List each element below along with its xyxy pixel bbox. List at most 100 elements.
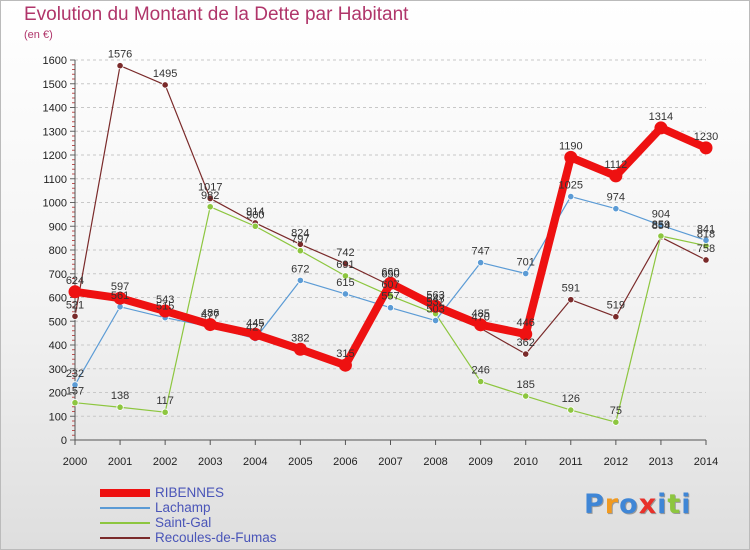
- data-point: [71, 381, 79, 389]
- data-label: 797: [291, 234, 309, 246]
- data-point: [567, 296, 575, 304]
- data-label: 900: [246, 209, 264, 221]
- data-label: 246: [471, 365, 489, 377]
- x-tick-label: 2001: [108, 456, 132, 468]
- data-point: [657, 221, 665, 229]
- data-point: [429, 299, 443, 313]
- legend-label: RIBENNES: [155, 485, 225, 500]
- data-label: 561: [111, 290, 129, 302]
- y-tick-label: 400: [49, 340, 67, 352]
- data-point: [338, 358, 352, 372]
- data-point: [341, 260, 350, 268]
- data-label: 521: [66, 299, 84, 311]
- data-label: 904: [652, 208, 670, 220]
- y-tick-label: 300: [49, 364, 67, 376]
- x-tick-label: 2010: [513, 456, 537, 468]
- data-point: [248, 327, 262, 341]
- data-point: [206, 194, 214, 203]
- y-tick-label: 100: [49, 411, 67, 423]
- x-tick-label: 2000: [63, 456, 87, 468]
- data-label: 672: [291, 263, 309, 275]
- data-label: 650: [381, 269, 399, 281]
- proxiti-logo: Proxiti: [584, 489, 692, 520]
- data-point: [699, 141, 713, 155]
- data-label: 974: [607, 192, 625, 204]
- data-label: 824: [291, 227, 309, 239]
- logo-letter: i: [657, 489, 668, 520]
- data-label: 138: [111, 390, 129, 402]
- data-label: 747: [471, 246, 489, 258]
- data-label: 126: [562, 393, 580, 405]
- data-label: 446: [517, 317, 535, 329]
- data-point: [477, 377, 485, 386]
- data-label: 742: [336, 247, 354, 259]
- data-label: 503: [426, 304, 444, 316]
- data-point: [251, 222, 259, 230]
- data-label: 470: [471, 311, 489, 323]
- data-point: [702, 236, 710, 244]
- data-label: 486: [201, 308, 219, 320]
- legend: RIBENNES Lachamp Saint-Gal Recoules-de-Fuma…: [100, 485, 277, 545]
- y-tick-label: 500: [49, 316, 67, 328]
- legend-label: Recoules-de-Fumas: [155, 530, 277, 545]
- data-point: [522, 392, 530, 400]
- y-tick-label: 1200: [43, 150, 67, 162]
- data-point: [296, 276, 304, 284]
- data-point: [296, 247, 304, 255]
- data-point: [158, 304, 172, 318]
- data-point: [522, 350, 530, 358]
- legend-item: RIBENNES: [100, 485, 277, 500]
- data-label: 485: [471, 308, 489, 320]
- data-point: [293, 342, 307, 356]
- data-label: 362: [517, 337, 535, 349]
- data-label: 701: [517, 257, 535, 269]
- data-point: [341, 290, 350, 298]
- data-point: [612, 205, 620, 213]
- x-tick-label: 2013: [649, 456, 673, 468]
- y-axis-unit-label: (en €): [24, 29, 53, 41]
- data-point: [612, 418, 620, 426]
- data-point: [657, 232, 665, 240]
- legend-label: Lachamp: [155, 500, 211, 515]
- data-label: 563: [426, 289, 444, 301]
- data-label: 854: [652, 220, 670, 232]
- legend-swatch: [100, 506, 150, 509]
- data-label: 557: [381, 291, 399, 303]
- x-tick-label: 2006: [333, 456, 357, 468]
- x-tick-label: 2014: [694, 456, 718, 468]
- y-tick-label: 200: [49, 388, 67, 400]
- data-label: 615: [336, 277, 354, 289]
- data-point: [474, 318, 488, 332]
- logo-letter: r: [604, 489, 620, 520]
- y-tick-label: 1300: [43, 126, 67, 138]
- data-label: 1495: [153, 68, 177, 80]
- data-label: 117: [156, 395, 174, 407]
- data-point: [567, 192, 575, 201]
- data-label: 445: [246, 317, 264, 329]
- data-point: [612, 313, 620, 321]
- x-tick-label: 2008: [423, 456, 447, 468]
- data-label: 477: [201, 310, 219, 322]
- logo-letter: t: [667, 489, 682, 520]
- data-label: 547: [426, 293, 444, 305]
- y-tick-label: 1000: [43, 198, 67, 210]
- data-point: [116, 403, 124, 411]
- data-label: 75: [610, 405, 622, 417]
- y-tick-label: 1600: [43, 55, 67, 67]
- y-tick-label: 1500: [43, 79, 67, 91]
- data-label: 758: [697, 243, 715, 255]
- data-point: [341, 272, 350, 280]
- data-label: 1230: [694, 131, 718, 143]
- data-label: 1112: [604, 159, 627, 171]
- logo-letter: x: [638, 489, 658, 520]
- data-label: 660: [381, 266, 399, 278]
- y-tick-label: 1400: [43, 103, 67, 115]
- x-tick-label: 2003: [198, 456, 222, 468]
- y-tick-label: 1100: [43, 174, 67, 186]
- data-point: [116, 62, 124, 70]
- data-label: 515: [156, 301, 174, 313]
- data-label: 841: [697, 223, 715, 235]
- data-label: 315: [336, 348, 354, 360]
- data-label: 382: [291, 332, 309, 344]
- data-label: 232: [66, 368, 84, 380]
